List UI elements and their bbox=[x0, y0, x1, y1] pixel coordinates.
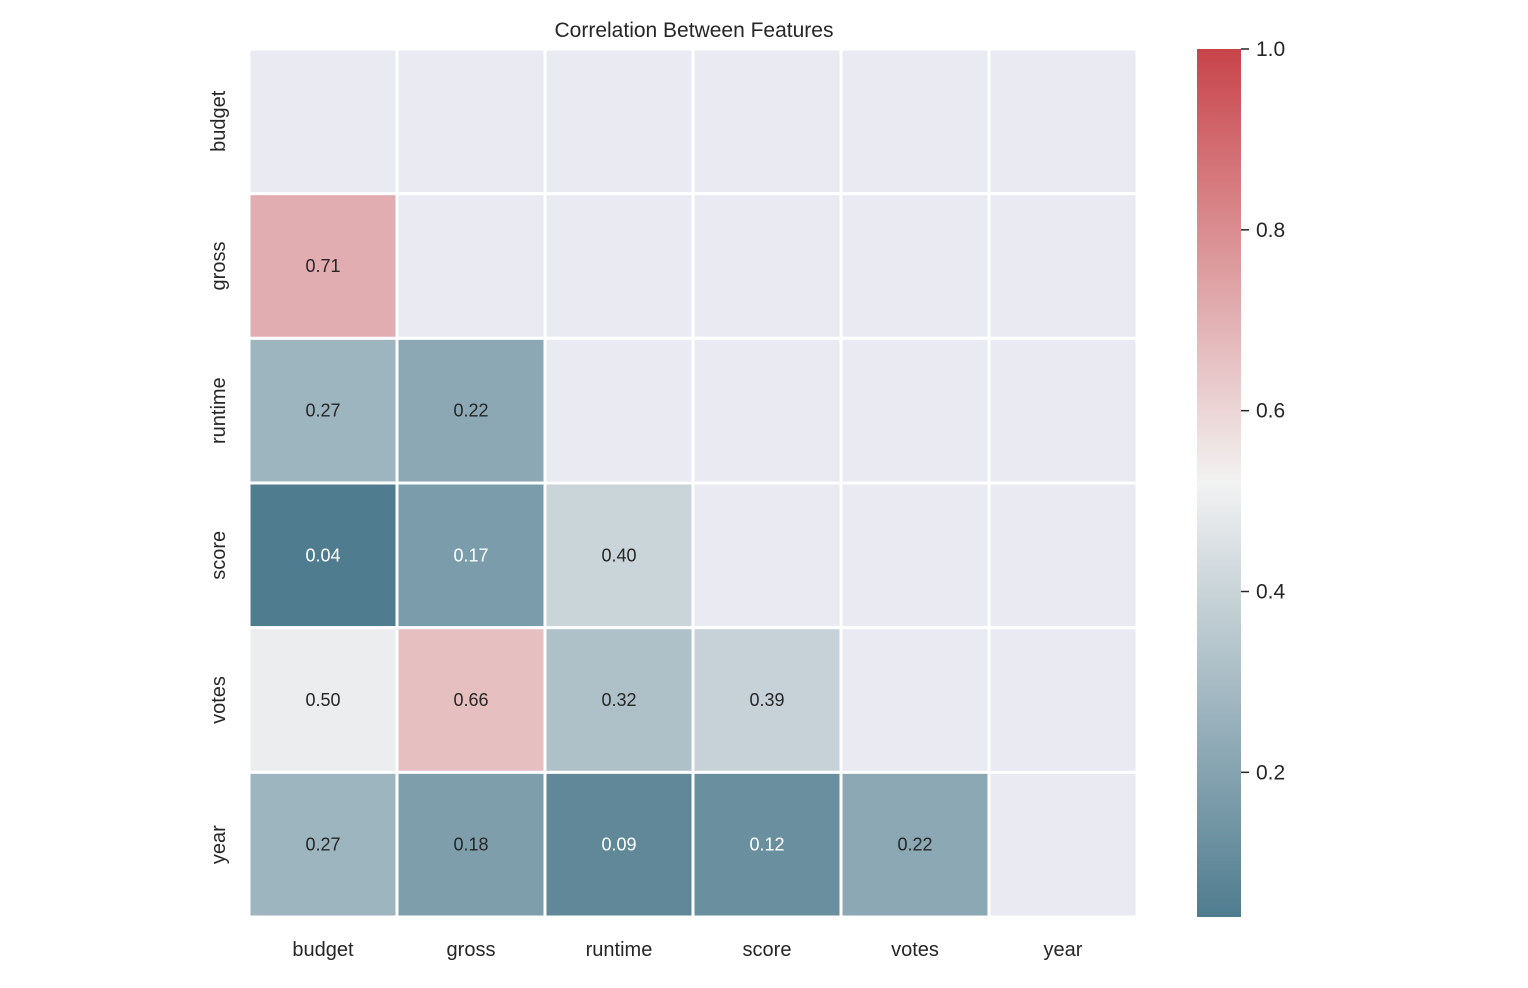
heatmap-cell-year-runtime bbox=[543, 770, 695, 919]
heatmap-cell-masked-score-score bbox=[691, 481, 843, 630]
cell-value-votes-score: 0.39 bbox=[749, 690, 784, 710]
heatmap-cell-masked-budget-score bbox=[691, 47, 843, 196]
cell-value-year-score: 0.12 bbox=[749, 835, 784, 855]
heatmap-cell-masked-runtime-votes bbox=[839, 336, 991, 485]
heatmap-cell-masked-runtime-year bbox=[987, 336, 1139, 485]
heatmap-cell-score-runtime bbox=[543, 481, 695, 630]
cell-value-gross-budget: 0.71 bbox=[305, 256, 340, 276]
heatmap-cell-runtime-gross bbox=[395, 336, 547, 485]
colorbar-gradient bbox=[1197, 49, 1241, 917]
x-tick-label-budget: budget bbox=[292, 939, 354, 961]
heatmap-cell-masked-budget-gross bbox=[395, 47, 547, 196]
y-tick-label-runtime: runtime bbox=[208, 377, 230, 444]
heatmap-cell-masked-runtime-score bbox=[691, 336, 843, 485]
x-tick-label-runtime: runtime bbox=[586, 939, 653, 961]
cell-value-year-budget: 0.27 bbox=[305, 835, 340, 855]
colorbar: 0.2 0.4 0.6 0.8 1.0 bbox=[1197, 38, 1286, 917]
y-axis-tick-labels: budget gross runtime score votes year bbox=[208, 90, 230, 864]
heatmap-cell-year-score bbox=[691, 770, 843, 919]
colorbar-tick-label: 0.6 bbox=[1256, 400, 1285, 423]
x-tick-label-gross: gross bbox=[447, 939, 496, 961]
chart-title: Correlation Between Features bbox=[555, 19, 834, 42]
cell-value-score-budget: 0.04 bbox=[305, 545, 340, 565]
x-tick-label-year: year bbox=[1044, 939, 1083, 961]
x-tick-label-votes: votes bbox=[891, 939, 939, 961]
y-tick-label-votes: votes bbox=[208, 676, 230, 724]
y-tick-label-gross: gross bbox=[208, 242, 230, 291]
y-tick-label-score: score bbox=[208, 531, 230, 580]
cell-value-votes-runtime: 0.32 bbox=[601, 690, 636, 710]
heatmap-cell-votes-score bbox=[691, 626, 843, 774]
colorbar-tick-label: 0.2 bbox=[1256, 761, 1285, 784]
cell-value-votes-gross: 0.66 bbox=[453, 690, 488, 710]
y-tick-label-year: year bbox=[208, 825, 230, 864]
heatmap-cell-masked-score-year bbox=[987, 481, 1139, 630]
cell-value-year-runtime: 0.09 bbox=[601, 835, 636, 855]
heatmap-cell-masked-score-votes bbox=[839, 481, 991, 630]
heatmap-cells bbox=[247, 47, 1139, 919]
x-tick-label-score: score bbox=[743, 939, 792, 961]
heatmap-cell-masked-gross-score bbox=[691, 192, 843, 340]
y-tick-label-budget: budget bbox=[208, 90, 230, 152]
heatmap-cell-masked-year-year bbox=[987, 770, 1139, 919]
heatmap-cell-masked-votes-year bbox=[987, 626, 1139, 774]
heatmap-cell-masked-budget-budget bbox=[247, 47, 399, 196]
heatmap-cell-masked-gross-votes bbox=[839, 192, 991, 340]
heatmap-cell-masked-votes-votes bbox=[839, 626, 991, 774]
cell-value-votes-budget: 0.50 bbox=[305, 690, 340, 710]
colorbar-tick-label: 1.0 bbox=[1256, 38, 1285, 61]
heatmap-cell-gross-budget bbox=[247, 192, 399, 340]
heatmap-cell-masked-gross-year bbox=[987, 192, 1139, 340]
heatmap-cell-runtime-budget bbox=[247, 336, 399, 485]
cell-value-runtime-budget: 0.27 bbox=[305, 401, 340, 421]
colorbar-tick-label: 0.8 bbox=[1256, 219, 1285, 242]
cell-value-runtime-gross: 0.22 bbox=[453, 401, 488, 421]
cell-value-score-runtime: 0.40 bbox=[601, 545, 636, 565]
heatmap-cell-masked-budget-year bbox=[987, 47, 1139, 196]
heatmap-cell-masked-gross-runtime bbox=[543, 192, 695, 340]
cell-value-year-gross: 0.18 bbox=[453, 835, 488, 855]
heatmap-cell-votes-gross bbox=[395, 626, 547, 774]
colorbar-tick-label: 0.4 bbox=[1256, 581, 1286, 604]
heatmap-cell-labels: 0.71 0.27 0.22 0.04 0.17 0.40 0.50 0.66 0.32 0.39… bbox=[305, 256, 932, 855]
heatmap-cell-masked-runtime-runtime bbox=[543, 336, 695, 485]
heatmap-cell-masked-gross-gross bbox=[395, 192, 547, 340]
cell-value-year-votes: 0.22 bbox=[897, 835, 932, 855]
colorbar-ticks: 0.2 0.4 0.6 0.8 1.0 bbox=[1241, 38, 1286, 784]
heatmap-cell-year-gross bbox=[395, 770, 547, 919]
cell-value-score-gross: 0.17 bbox=[453, 545, 488, 565]
heatmap-cell-masked-budget-votes bbox=[839, 47, 991, 196]
x-axis-tick-labels: budget gross runtime score votes year bbox=[292, 939, 1082, 961]
heatmap-cell-masked-budget-runtime bbox=[543, 47, 695, 196]
